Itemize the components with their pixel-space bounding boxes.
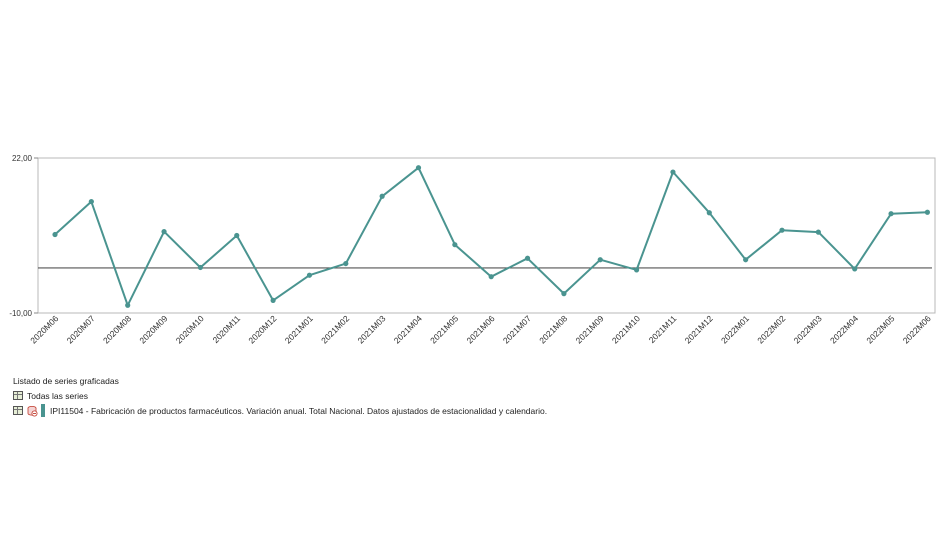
x-tick-label: 2021M10	[610, 313, 642, 345]
data-point[interactable]	[415, 165, 422, 171]
data-point[interactable]	[452, 242, 458, 248]
database-remove-icon[interactable]	[27, 405, 38, 417]
x-tick-label: 2021M07	[501, 313, 533, 345]
x-tick-label: 2022M06	[901, 313, 933, 345]
data-point[interactable]	[924, 209, 931, 215]
data-point[interactable]	[306, 272, 313, 278]
x-tick-label: 2021M08	[537, 313, 569, 345]
data-point[interactable]	[524, 255, 531, 261]
data-point[interactable]	[488, 274, 494, 280]
legend-series-item[interactable]: IPI11504 - Fabricación de productos farm…	[13, 403, 547, 418]
data-point[interactable]	[161, 229, 167, 235]
data-point[interactable]	[561, 291, 567, 297]
data-point[interactable]	[88, 198, 94, 205]
y-tick-label: -10,00	[9, 309, 32, 318]
x-tick-label: 2022M03	[792, 313, 824, 345]
legend-all-label[interactable]: Todas las series	[27, 390, 88, 401]
x-tick-label: 2021M12	[683, 313, 715, 345]
data-point[interactable]	[779, 227, 785, 233]
series-color-swatch	[41, 404, 45, 417]
x-tick-label: 2020M08	[101, 313, 133, 345]
table-icon[interactable]	[13, 391, 23, 400]
data-point[interactable]	[670, 169, 676, 175]
x-tick-label: 2022M05	[864, 313, 896, 345]
y-tick-label: 22,00	[12, 154, 33, 163]
data-point[interactable]	[815, 229, 821, 235]
data-point[interactable]	[743, 257, 749, 263]
x-tick-label: 2021M11	[647, 313, 679, 345]
x-tick-label: 2021M03	[355, 313, 387, 345]
x-tick-label: 2020M06	[28, 313, 60, 345]
data-point[interactable]	[888, 211, 894, 217]
series-legend: Listado de series graficadas Todas las s…	[13, 374, 547, 418]
x-tick-label: 2020M12	[246, 313, 278, 345]
x-tick-label: 2021M04	[392, 313, 424, 345]
x-tick-label: 2021M09	[574, 313, 606, 345]
legend-all-series[interactable]: Todas las series	[13, 388, 547, 403]
x-tick-label: 2020M10	[174, 313, 206, 345]
legend-series-label: IPI11504 - Fabricación de productos farm…	[50, 405, 548, 416]
x-tick-label: 2021M06	[464, 313, 496, 345]
x-tick-label: 2022M01	[719, 313, 751, 345]
x-tick-label: 2020M09	[137, 313, 169, 345]
data-point[interactable]	[852, 266, 858, 272]
data-point[interactable]	[634, 267, 640, 273]
x-tick-label: 2020M07	[65, 313, 97, 345]
data-point[interactable]	[597, 257, 603, 263]
x-tick-label: 2021M01	[283, 313, 315, 345]
data-point[interactable]	[52, 231, 58, 238]
data-point[interactable]	[125, 302, 131, 308]
x-tick-label: 2020M11	[210, 313, 242, 345]
data-point[interactable]	[343, 260, 349, 267]
table-icon[interactable]	[13, 406, 23, 415]
data-point[interactable]	[197, 264, 203, 271]
data-point[interactable]	[379, 193, 385, 199]
x-tick-label: 2021M05	[428, 313, 460, 345]
legend-title: Listado de series graficadas	[13, 376, 119, 386]
x-tick-label: 2021M02	[319, 313, 351, 345]
data-point[interactable]	[234, 232, 240, 239]
plot-area	[37, 157, 936, 314]
x-tick-label: 2022M02	[755, 313, 787, 345]
data-point[interactable]	[706, 210, 712, 216]
x-tick-label: 2022M04	[828, 313, 860, 345]
data-point[interactable]	[270, 297, 276, 304]
